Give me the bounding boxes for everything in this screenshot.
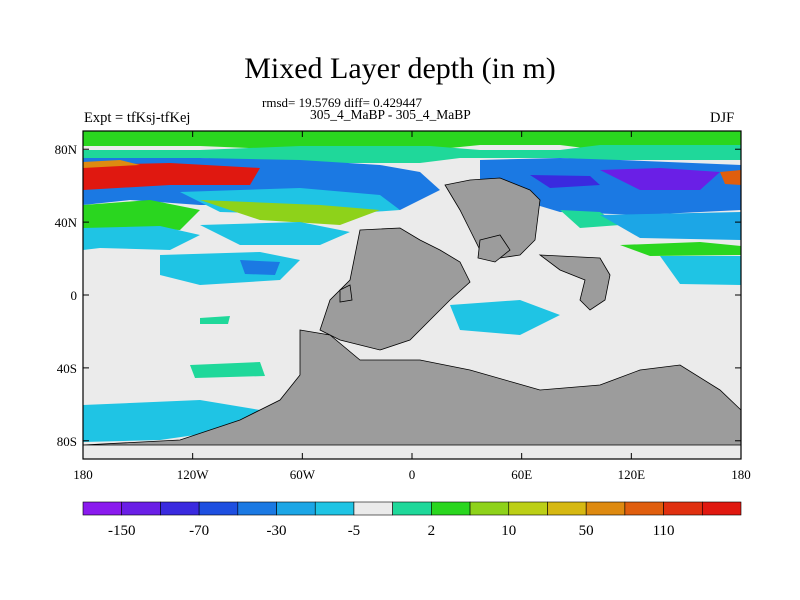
- lat-tick-label: 80N: [55, 142, 78, 157]
- north-atlantic-orange-patch: [83, 160, 140, 168]
- lon-tick-label: 60W: [290, 467, 316, 482]
- colorbar-swatch: [431, 501, 471, 516]
- colorbar-label: -30: [267, 523, 287, 539]
- land-eastern-peninsula: [538, 254, 611, 311]
- lat-tick-label: 40N: [55, 215, 78, 230]
- colorbar-swatch: [585, 501, 626, 516]
- north-atlantic-red-patch: [83, 163, 260, 190]
- north-atlantic-yellowgreen: [200, 200, 380, 225]
- map-title: Mixed Layer depth (in m): [244, 52, 556, 85]
- colorbar-label: 50: [579, 523, 594, 539]
- colorbar-swatch: [624, 501, 664, 516]
- colorbar-swatch: [160, 501, 200, 516]
- colorbar-label: -70: [189, 523, 209, 539]
- colorbar-swatch: [547, 501, 587, 516]
- tropical-cyan-west: [160, 252, 300, 285]
- lat-tick-label: 80S: [57, 434, 77, 449]
- indian-ocean-cyan: [450, 300, 560, 335]
- north-pacific-east-green: [620, 242, 741, 256]
- colorbar-swatch: [121, 501, 161, 516]
- colorbar-swatch: [82, 501, 123, 516]
- far-east-orange-patch: [720, 170, 741, 185]
- south-pacific-teal-patch: [200, 316, 230, 324]
- tropical-blue-west: [240, 260, 280, 275]
- south-pacific-teal-band: [190, 362, 265, 378]
- land-southern-continent: [83, 329, 741, 446]
- colorbar-label: -150: [108, 523, 136, 539]
- colorbar: -150 -70 -30 -5 2 10 50 110: [82, 501, 742, 539]
- barents-blue-patch: [530, 175, 600, 188]
- run-comparison-subtitle: 305_4_MaBP - 305_4_MaBP: [310, 107, 471, 122]
- colorbar-swatch: [314, 501, 355, 516]
- lon-tick-label: 180: [731, 467, 751, 482]
- colorbar-swatch: [663, 501, 703, 516]
- map-axis-ticks: 180 120W 60W 0 60E 120E 180 80N 40N 0 40S 80S: [55, 131, 751, 482]
- mid-atlantic-cyan: [200, 222, 350, 245]
- arctic-teal-band: [83, 145, 741, 163]
- experiment-label: Expt = tfKsj-tfKej: [84, 110, 191, 126]
- north-pacific-green: [83, 200, 200, 230]
- colorbar-label: 2: [428, 523, 436, 539]
- land-small-islet: [339, 284, 353, 303]
- colorbar-label: -5: [348, 523, 361, 539]
- lon-tick-label: 120W: [177, 467, 210, 482]
- colorbar-swatch: [469, 501, 510, 516]
- colorbar-swatch: [701, 501, 742, 516]
- lon-tick-label: 60E: [511, 467, 532, 482]
- season-label: DJF: [710, 110, 735, 126]
- colorbar-swatch: [237, 501, 277, 516]
- lon-tick-label: 0: [409, 467, 416, 482]
- colorbar-swatch: [508, 501, 548, 516]
- tropical-cyan-east: [660, 256, 741, 285]
- colorbar-swatch: [392, 501, 432, 516]
- lat-tick-label: 40S: [57, 361, 77, 376]
- arctic-green-band: [83, 131, 741, 150]
- colorbar-swatch: [353, 501, 393, 516]
- rmsd-diff-stats: rmsd= 19.5769 diff= 0.429447: [262, 95, 422, 110]
- lon-tick-label: 180: [73, 467, 93, 482]
- map-plot-area: [83, 131, 741, 459]
- north-pacific-cyan: [83, 226, 200, 250]
- east-teal-patch: [560, 210, 620, 228]
- lat-tick-label: 0: [71, 288, 78, 303]
- eurasian-arctic-violet: [600, 168, 720, 190]
- north-pacific-east-cyan: [600, 212, 741, 240]
- colorbar-swatch: [276, 501, 316, 516]
- land-greenland: [444, 177, 541, 259]
- colorbar-swatch: [198, 501, 239, 516]
- colorbar-label: 10: [501, 523, 516, 539]
- land-small-island: [477, 234, 511, 263]
- colorbar-label: 110: [653, 523, 675, 539]
- lon-tick-label: 120E: [618, 467, 646, 482]
